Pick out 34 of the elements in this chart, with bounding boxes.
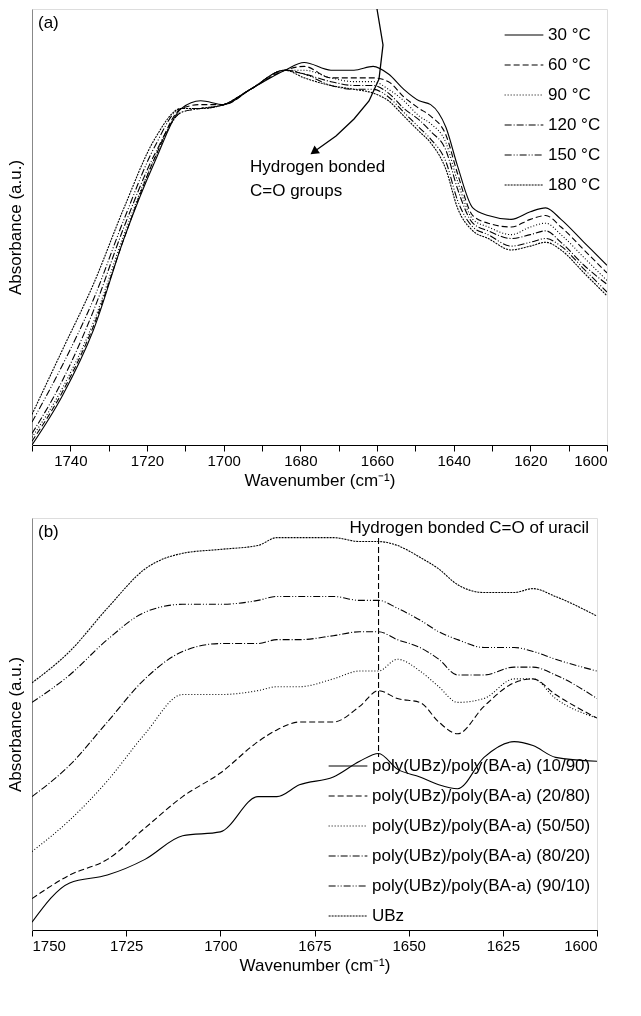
legend-label: poly(UBz)/poly(BA-a) (90/10) [372, 876, 591, 895]
x-tick-label: 1600 [574, 451, 608, 469]
chart-title: (b) [38, 522, 59, 541]
x-axis-title: Wavenumber (cm⁻¹) [244, 470, 396, 490]
legend-label: poly(UBz)/poly(BA-a) (20/80) [372, 786, 591, 805]
annotation: Hydrogen bonded C=O groups [250, 157, 386, 200]
x-tick-label: 1750 [32, 936, 66, 954]
y-axis-title: Absorbance (a.u.) [5, 656, 25, 793]
legend-label: 150 °C [548, 145, 601, 164]
legend-label: poly(UBz)/poly(BA-a) (80/20) [372, 846, 591, 865]
chart-title: (a) [38, 13, 59, 32]
legend-label: 60 °C [548, 55, 591, 74]
x-tick-label: 1600 [564, 936, 598, 954]
ref-line-label: Hydrogen bonded C=O of uracil [349, 518, 589, 537]
y-axis-title: Absorbance (a.u.) [5, 159, 25, 296]
x-tick-label: 1620 [514, 451, 548, 469]
x-axis-title: Wavenumber (cm⁻¹) [239, 955, 391, 975]
legend-label: 90 °C [548, 85, 591, 104]
x-tick-label: 1740 [54, 451, 88, 469]
x-tick-label: 1680 [284, 451, 318, 469]
legend-label: 120 °C [548, 115, 601, 134]
x-tick-label: 1650 [392, 936, 426, 954]
x-tick-label: 1700 [207, 451, 241, 469]
x-tick-label: 1700 [204, 936, 238, 954]
legend-label: poly(UBz)/poly(BA-a) (50/50) [372, 816, 591, 835]
legend-label: 180 °C [548, 175, 601, 194]
x-tick-label: 1725 [109, 936, 144, 954]
x-tick-label: 1720 [130, 451, 165, 469]
x-tick-label: 1625 [486, 936, 521, 954]
x-tick-label: 1675 [298, 936, 332, 954]
legend-label: UBz [372, 906, 405, 925]
x-tick-label: 1660 [360, 451, 395, 469]
legend-label: 30 °C [548, 25, 591, 44]
x-tick-label: 1640 [437, 451, 471, 469]
